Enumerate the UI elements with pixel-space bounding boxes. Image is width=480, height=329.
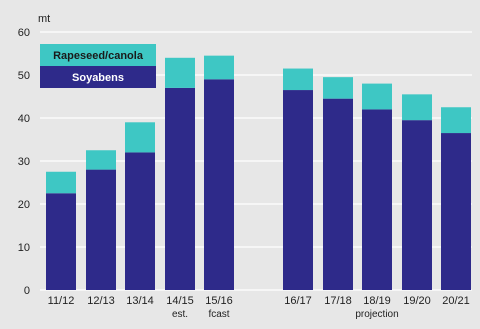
legend-swatch-rapeseed-canola: [40, 44, 156, 66]
x-tick-label-13/14: 13/14: [126, 295, 154, 307]
bar-rapeseed-canola-16/17: [283, 68, 313, 91]
y-tick-label-30: 30: [18, 156, 30, 168]
x-axis-labels: 11/12 12/13 13/14 14/15 est. 15/16 fcast 16/17 1…: [48, 295, 470, 320]
legend-label-rapeseed-canola: Rapeseed/canola: [53, 50, 144, 62]
x-tick-label-18/19: 18/19: [363, 295, 391, 307]
bar-soyabens-15/16: [204, 79, 234, 290]
x-sublabel-fcast: fcast: [208, 309, 229, 320]
bar-soyabens-12/13: [86, 169, 116, 290]
bar-soyabens-20/21: [441, 133, 471, 290]
y-tick-label-20: 20: [18, 199, 30, 211]
bar-rapeseed-canola-15/16: [204, 55, 234, 80]
bar-soyabens-11/12: [46, 193, 76, 290]
bar-soyabens-13/14: [125, 152, 155, 290]
bar-soyabens-16/17: [283, 90, 313, 290]
x-sublabel-projection: projection: [355, 309, 398, 320]
legend: Rapeseed/canola Soyabens: [40, 44, 156, 88]
x-tick-label-12/13: 12/13: [87, 295, 115, 307]
x-sublabel-est.: est.: [172, 309, 188, 320]
bar-rapeseed-canola-12/13: [86, 150, 116, 170]
bar-rapeseed-canola-11/12: [46, 171, 76, 194]
y-axis-ticks: 0 10 20 30 40 50 60: [18, 27, 30, 297]
bar-soyabens-17/18: [323, 98, 353, 291]
x-tick-label-11/12: 11/12: [48, 295, 75, 307]
x-tick-label-16/17: 16/17: [284, 295, 312, 307]
bar-soyabens-14/15: [165, 87, 195, 291]
y-unit-label: mt: [38, 13, 50, 25]
bars: [46, 55, 471, 291]
x-tick-label-20/21: 20/21: [442, 295, 470, 307]
bar-rapeseed-canola-18/19: [362, 83, 392, 110]
bar-rapeseed-canola-20/21: [441, 107, 471, 134]
bar-rapeseed-canola-19/20: [402, 94, 432, 121]
bar-soyabens-18/19: [362, 109, 392, 291]
x-tick-label-17/18: 17/18: [324, 295, 352, 307]
bar-rapeseed-canola-14/15: [165, 57, 195, 88]
bar-rapeseed-canola-13/14: [125, 122, 155, 153]
x-tick-label-14/15: 14/15: [166, 295, 194, 307]
legend-swatch-soyabens: [40, 66, 156, 88]
x-tick-label-15/16: 15/16: [205, 295, 233, 307]
bar-soyabens-19/20: [402, 120, 432, 291]
y-tick-label-10: 10: [18, 242, 30, 254]
y-tick-label-40: 40: [18, 113, 30, 125]
y-tick-label-60: 60: [18, 27, 30, 39]
y-tick-label-0: 0: [24, 285, 30, 297]
bar-rapeseed-canola-17/18: [323, 77, 353, 99]
x-tick-label-19/20: 19/20: [403, 295, 431, 307]
y-tick-label-50: 50: [18, 70, 30, 82]
legend-label-soyabens: Soyabens: [72, 72, 124, 84]
